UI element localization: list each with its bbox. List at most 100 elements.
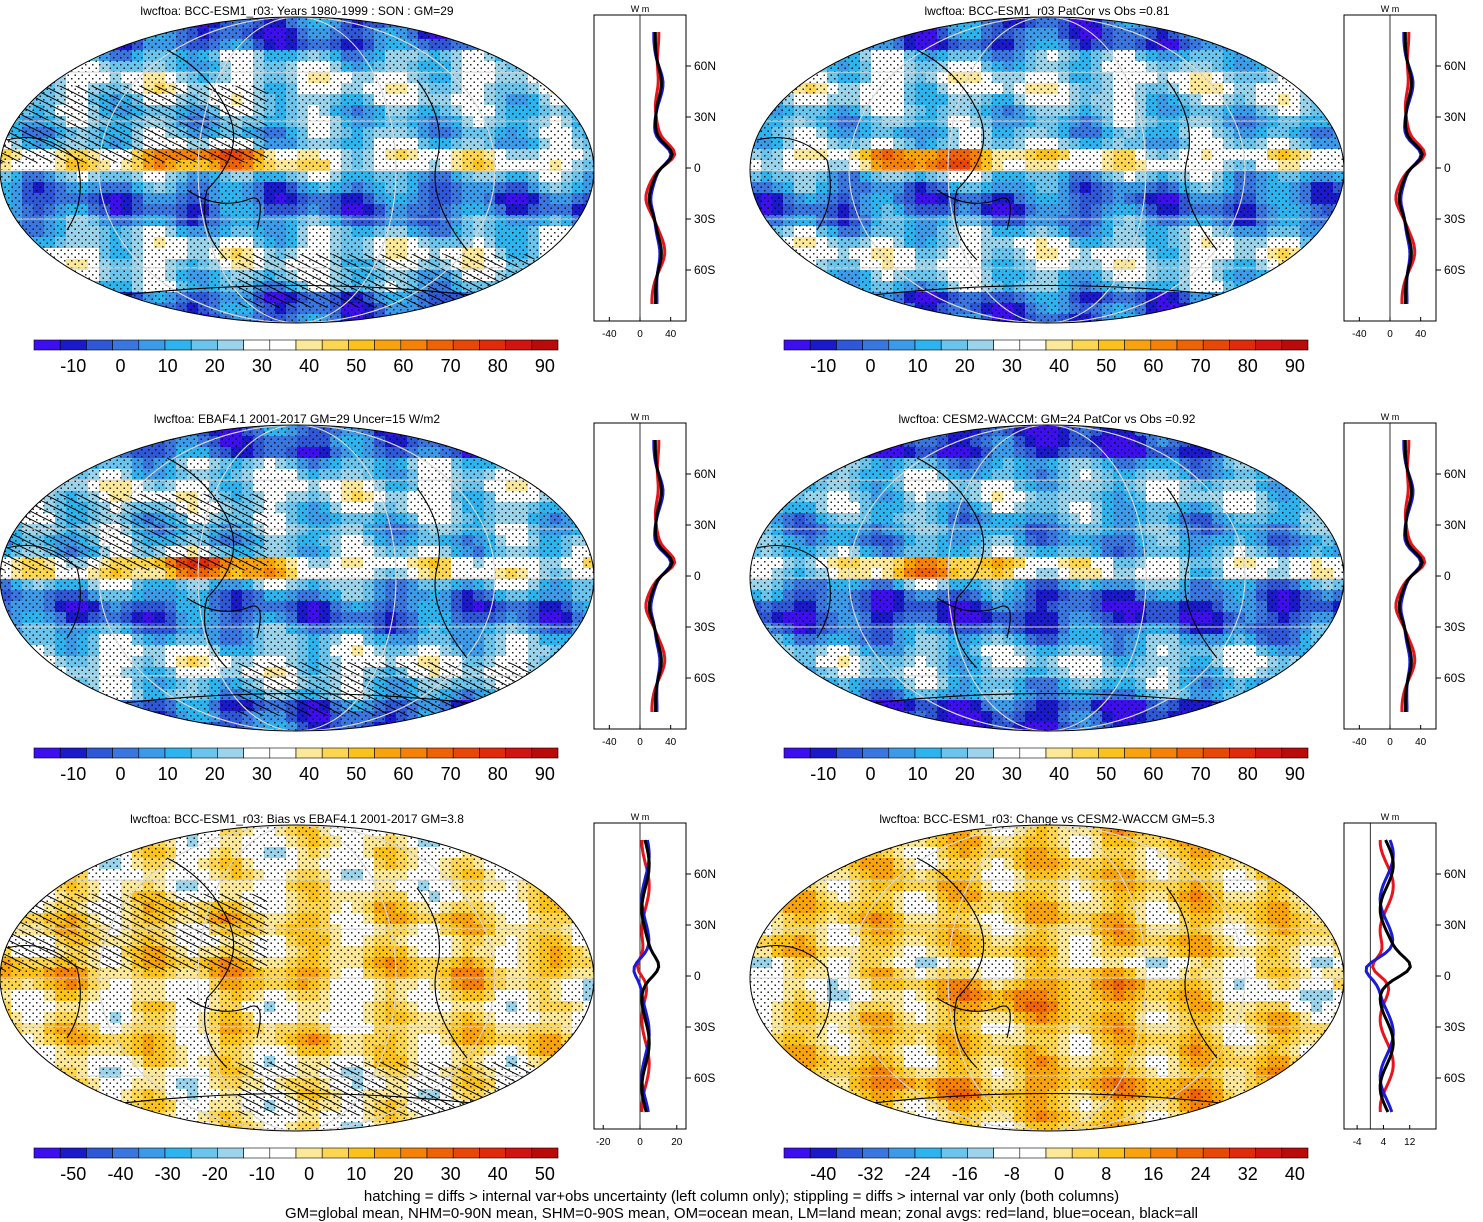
colorbar-label: 30: [1002, 356, 1022, 376]
colorbar-swatch: [191, 340, 217, 350]
colorbar-swatch: [348, 340, 374, 350]
colorbar-label: -10: [60, 356, 86, 376]
panel-p3: lwcftoa: EBAF4.1 2001-2017 GM=29 Uncer=1…: [0, 412, 716, 784]
colorbar-swatch: [1177, 1148, 1203, 1158]
colorbar-swatch: [322, 1148, 348, 1158]
footer-line-2: GM=global mean, NHM=0-90N mean, SHM=0-90…: [0, 1205, 1483, 1222]
colorbar-swatch: [1072, 1148, 1098, 1158]
colorbar-swatch: [270, 748, 296, 758]
colorbar-swatch: [1046, 748, 1072, 758]
colorbar-swatch: [244, 748, 270, 758]
colorbar-label: -50: [60, 1164, 86, 1184]
colorbar-swatch: [1098, 1148, 1124, 1158]
colorbar-label: 70: [441, 764, 461, 784]
lat-label: 60N: [694, 59, 716, 73]
lat-label: 0: [694, 969, 701, 983]
colorbar-swatch: [1151, 340, 1177, 350]
colorbar-label: -10: [249, 1164, 275, 1184]
colorbar-label: -32: [857, 1164, 883, 1184]
colorbar-swatch: [810, 1148, 836, 1158]
colorbar-label: 50: [535, 1164, 555, 1184]
zonal-tick-label: -40: [602, 329, 617, 340]
lat-label: 30N: [694, 518, 716, 532]
zonal-tick-label: -20: [596, 1137, 611, 1148]
colorbar-swatch: [1203, 340, 1229, 350]
colorbar-swatch: [836, 340, 862, 350]
colorbar-label: 70: [1191, 764, 1211, 784]
colorbar-swatch: [810, 748, 836, 758]
colorbar-swatch: [270, 1148, 296, 1158]
panel-title: lwcftoa: BCC-ESM1_r03: Years 1980-1999 :…: [140, 4, 453, 18]
lat-label: 30N: [1444, 518, 1466, 532]
colorbar-label: 40: [1049, 764, 1069, 784]
colorbar-swatch: [915, 748, 941, 758]
panel-title: lwcftoa: BCC-ESM1_r03: Change vs CESM2-W…: [879, 812, 1215, 826]
colorbar-swatch: [532, 340, 558, 350]
colorbar-swatch: [1151, 1148, 1177, 1158]
colorbar-swatch: [915, 340, 941, 350]
zonal-tick-label: 40: [665, 329, 677, 340]
lat-label: 30N: [1444, 110, 1466, 124]
colorbar-label: 0: [1054, 1164, 1064, 1184]
colorbar-swatch: [941, 340, 967, 350]
colorbar-swatch: [375, 748, 401, 758]
colorbar-label: 90: [535, 356, 555, 376]
lat-label: 60N: [694, 867, 716, 881]
colorbar-swatch: [889, 1148, 915, 1158]
colorbar-label: 60: [393, 356, 413, 376]
colorbar-swatch: [863, 1148, 889, 1158]
colorbar-swatch: [1256, 748, 1282, 758]
colorbar-label: -20: [202, 1164, 228, 1184]
colorbar-label: 40: [1049, 356, 1069, 376]
colorbar-label: 90: [535, 764, 555, 784]
lat-label: 60N: [1444, 467, 1466, 481]
colorbar-swatch: [1229, 1148, 1255, 1158]
colorbar-swatch: [1125, 748, 1151, 758]
colorbar-label: 80: [1238, 764, 1258, 784]
colorbar-swatch: [296, 340, 322, 350]
colorbar-swatch: [165, 1148, 191, 1158]
colorbar-label: -40: [810, 1164, 836, 1184]
zonal-tick-label: 0: [1387, 329, 1393, 340]
colorbar-swatch: [348, 748, 374, 758]
panel-title: lwcftoa: CESM2-WACCM: GM=24 PatCor vs Ob…: [899, 412, 1196, 426]
colorbar-swatch: [836, 748, 862, 758]
colorbar-label: 50: [1096, 356, 1116, 376]
zonal-units: W m: [1381, 4, 1400, 14]
colorbar-swatch: [296, 748, 322, 758]
colorbar-swatch: [1020, 340, 1046, 350]
zonal-units: W m: [1381, 412, 1400, 422]
colorbar-label: -40: [107, 1164, 133, 1184]
colorbar-swatch: [532, 1148, 558, 1158]
panel-title: lwcftoa: EBAF4.1 2001-2017 GM=29 Uncer=1…: [154, 412, 440, 426]
colorbar-swatch: [1203, 748, 1229, 758]
zonal-tick-label: 0: [637, 1137, 643, 1148]
colorbar-label: 10: [346, 1164, 366, 1184]
colorbar-swatch: [401, 1148, 427, 1158]
colorbar-swatch: [810, 340, 836, 350]
colorbar-label: 70: [1191, 356, 1211, 376]
colorbar-swatch: [34, 1148, 60, 1158]
colorbar-label: 40: [299, 764, 319, 784]
colorbar-label: -10: [810, 764, 836, 784]
colorbar-swatch: [994, 1148, 1020, 1158]
zonal-tick-label: 0: [1387, 737, 1393, 748]
lat-label: 0: [1444, 969, 1451, 983]
lat-label: 60N: [694, 467, 716, 481]
lat-label: 60S: [1444, 1071, 1465, 1085]
footer-line-1: hatching = diffs > internal var+obs unce…: [0, 1188, 1483, 1205]
colorbar-swatch: [139, 340, 165, 350]
colorbar-label: 8: [1101, 1164, 1111, 1184]
colorbar-label: -16: [952, 1164, 978, 1184]
colorbar-swatch: [479, 1148, 505, 1158]
colorbar-swatch: [506, 1148, 532, 1158]
colorbar-label: 30: [252, 764, 272, 784]
colorbar-swatch: [967, 340, 993, 350]
colorbar-swatch: [322, 340, 348, 350]
colorbar-swatch: [1256, 340, 1282, 350]
colorbar-swatch: [506, 340, 532, 350]
